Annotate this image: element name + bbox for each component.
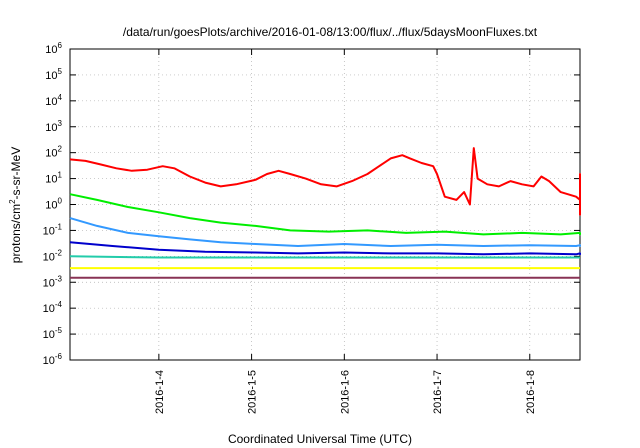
grid (70, 49, 580, 360)
x-axis-ticks: 2016-1-4 2016-1-5 2016-1-6 2016-1-7 2016-1-8 (154, 49, 537, 414)
x-tick-label: 2016-1-6 (339, 370, 351, 414)
x-tick-label: 2016-1-7 (432, 370, 444, 414)
y-axis-title: protons/cm2-s-sr-MeV (8, 147, 23, 263)
y-tick-label: 100 (45, 197, 62, 212)
y-axis-title-rest: -s-sr-MeV (9, 147, 23, 200)
series-group (69, 147, 581, 279)
y-tick-label: 10-6 (43, 352, 63, 367)
x-tick-label: 2016-1-4 (154, 370, 166, 414)
y-axis-title-base: protons/cm (9, 204, 23, 263)
series-line-5 (69, 255, 580, 259)
series-line-1 (69, 147, 581, 216)
series-line-4 (69, 241, 581, 256)
y-tick-label: 104 (45, 93, 62, 108)
y-tick-label: 105 (45, 67, 62, 82)
y-tick-label: 103 (45, 119, 62, 134)
x-tick-label: 2016-1-8 (525, 370, 537, 414)
series-line-3 (69, 217, 581, 247)
series-line-2 (69, 193, 581, 236)
y-tick-label: 10-1 (43, 222, 63, 237)
y-axis-ticks: 10-6 10-5 10-4 10-3 10-2 10-1 100 101 102 103 104 1… (43, 41, 580, 367)
y-tick-label: 10-3 (43, 274, 63, 289)
x-tick-label: 2016-1-5 (247, 370, 259, 414)
y-tick-label: 10-4 (43, 300, 63, 315)
y-tick-label: 106 (45, 41, 62, 56)
y-tick-label: 10-2 (43, 248, 63, 263)
x-axis-title: Coordinated Universal Time (UTC) (228, 432, 412, 446)
y-tick-label: 10-5 (43, 326, 63, 341)
y-tick-label: 101 (45, 171, 62, 186)
y-axis-title-sup: 2 (8, 199, 17, 204)
chart-title: /data/run/goesPlots/archive/2016-01-08/1… (123, 25, 538, 39)
y-tick-label: 102 (45, 145, 62, 160)
